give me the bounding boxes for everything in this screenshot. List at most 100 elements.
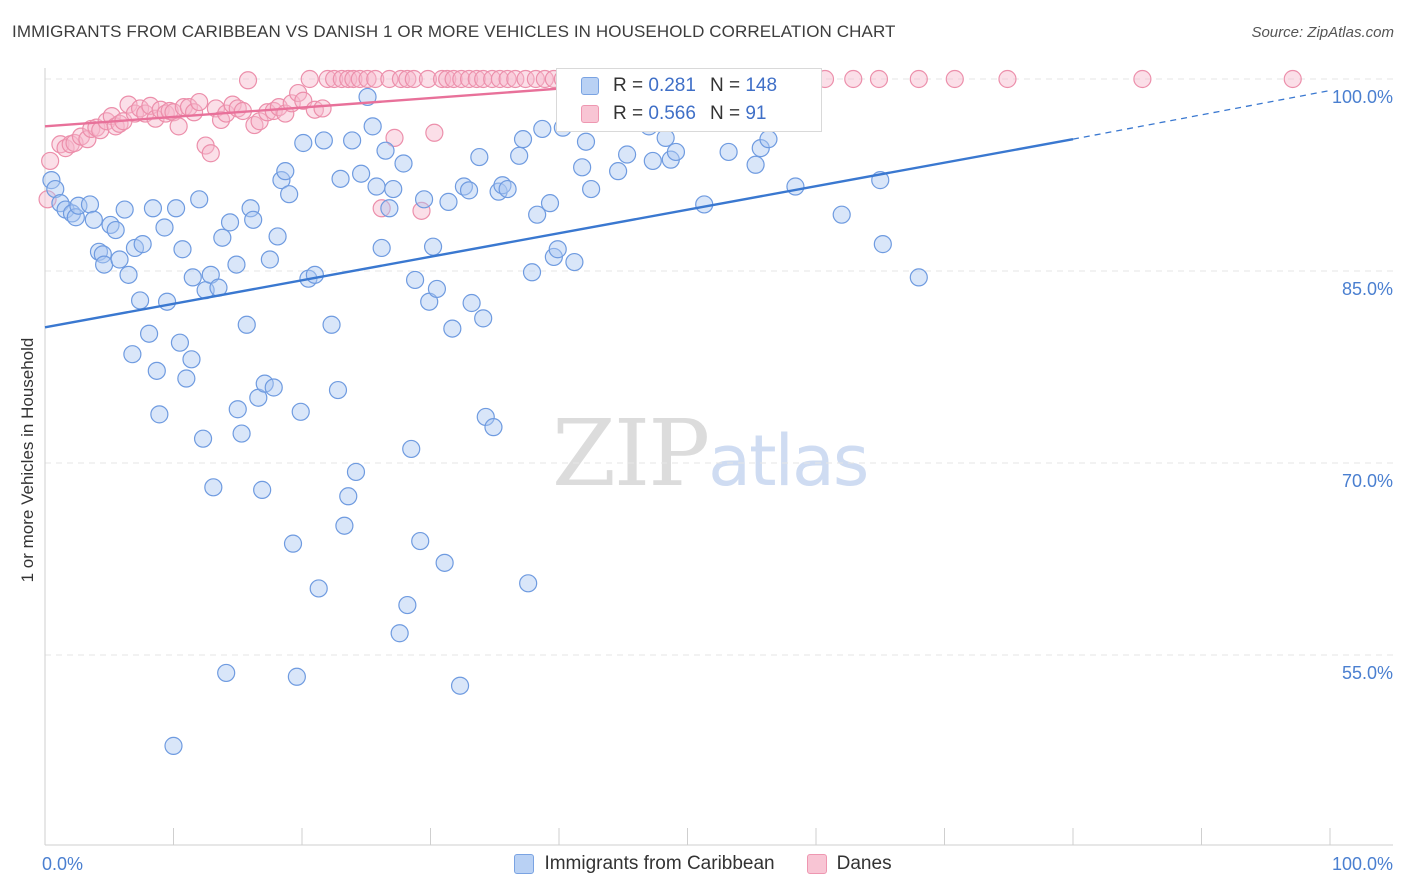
danes-point <box>258 103 277 122</box>
danes-point <box>201 144 220 163</box>
caribbean-point <box>305 265 324 284</box>
watermark: ZIPatlas <box>552 400 869 507</box>
caribbean-point <box>873 235 892 254</box>
caribbean-point <box>522 263 542 282</box>
caribbean-point <box>533 119 552 139</box>
caribbean-point <box>253 480 272 499</box>
caribbean-point <box>459 181 479 200</box>
danes-point <box>516 69 535 89</box>
caribbean-point <box>150 405 169 424</box>
caribbean-point <box>339 487 358 506</box>
caribbean-points <box>42 83 928 755</box>
danes-point <box>300 69 319 89</box>
stats-legend: R = 0.281 N = 148 R = 0.566 N = 91 <box>556 68 822 132</box>
caribbean-point <box>173 240 192 259</box>
n-label: N = <box>709 75 741 96</box>
caribbean-point <box>414 190 434 209</box>
danes-point <box>998 69 1017 89</box>
danes-point <box>391 69 411 89</box>
caribbean-point <box>423 237 443 256</box>
caribbean-point <box>84 210 103 229</box>
watermark-zip: ZIP <box>552 400 710 507</box>
danes-point <box>467 69 486 89</box>
caribbean-point <box>380 199 399 218</box>
n-value: 91 <box>745 103 767 124</box>
danes-point <box>490 69 509 89</box>
caribbean-point <box>237 315 256 334</box>
caribbean-point <box>182 350 201 369</box>
caribbean-point <box>346 462 366 482</box>
caribbean-point <box>232 424 251 443</box>
caribbean-point <box>130 291 150 310</box>
caribbean-point <box>519 574 538 593</box>
danes-point <box>459 69 479 89</box>
legend-label-danes: Danes <box>836 853 892 874</box>
caribbean-point <box>576 132 596 151</box>
tick-labels: 100.0% 85.0% 70.0% 55.0% 0.0% 100.0% <box>42 87 1393 874</box>
danes-point <box>1133 69 1152 89</box>
caribbean-point <box>204 478 223 497</box>
danes-point <box>844 69 863 89</box>
caribbean-point <box>390 624 409 643</box>
caribbean-point <box>143 199 163 218</box>
caribbean-point <box>439 192 458 211</box>
caribbean-point <box>155 218 174 237</box>
caribbean-point <box>106 220 125 240</box>
caribbean-point <box>363 117 382 136</box>
caribbean-point <box>609 162 628 181</box>
axes <box>44 68 1393 846</box>
caribbean-point <box>272 171 291 190</box>
caribbean-point <box>443 319 462 338</box>
caribbean-point <box>582 179 601 199</box>
caribbean-legend-swatch <box>514 854 535 874</box>
danes-point <box>498 69 517 89</box>
caribbean-point <box>548 240 567 259</box>
danes-point <box>358 69 377 89</box>
caribbean-point <box>643 151 662 171</box>
danes-point <box>398 69 417 89</box>
caribbean-point <box>190 190 209 209</box>
caribbean-point <box>462 293 481 313</box>
caribbean-swatch <box>581 77 599 95</box>
n-value: 148 <box>745 75 778 96</box>
danes-point <box>438 69 457 89</box>
caribbean-point <box>331 169 350 188</box>
x-tick-label: 0.0% <box>42 854 83 874</box>
danes-point <box>190 92 209 112</box>
danes-point <box>425 123 444 142</box>
caribbean-point <box>513 130 533 149</box>
danes-point <box>385 128 404 147</box>
danes-point <box>313 99 332 118</box>
caribbean-point <box>398 595 417 615</box>
source-label: Source: ZipAtlas.com <box>1251 24 1394 41</box>
caribbean-point <box>280 185 299 204</box>
caribbean-point <box>384 179 403 199</box>
r-label: R = <box>613 75 644 96</box>
legend-item-danes[interactable]: Danes <box>806 853 892 875</box>
legend-item-caribbean[interactable]: Immigrants from Caribbean <box>514 853 775 875</box>
n-label: N = <box>709 103 741 124</box>
danes-point <box>238 71 258 90</box>
caribbean-point <box>510 146 529 165</box>
danes-point <box>318 69 337 89</box>
caribbean-point <box>309 579 328 598</box>
caribbean-point <box>832 205 851 224</box>
caribbean-point <box>264 378 283 397</box>
caribbean-point <box>115 200 134 219</box>
caribbean-point <box>909 268 928 287</box>
caribbean-point <box>147 361 166 380</box>
danes-point <box>325 69 344 89</box>
caribbean-point <box>450 676 470 695</box>
caribbean-point <box>255 374 274 393</box>
y-tick-label: 70.0% <box>1342 471 1393 491</box>
grid-lines <box>45 78 1393 656</box>
caribbean-point <box>427 279 447 299</box>
caribbean-point <box>476 407 495 427</box>
danes-point <box>452 69 471 89</box>
caribbean-point <box>411 531 430 551</box>
caribbean-point <box>66 208 85 227</box>
caribbean-point <box>294 133 313 153</box>
stats-row-caribbean: R = 0.281 N = 148 <box>581 74 777 98</box>
caribbean-trend-line <box>44 137 1074 329</box>
